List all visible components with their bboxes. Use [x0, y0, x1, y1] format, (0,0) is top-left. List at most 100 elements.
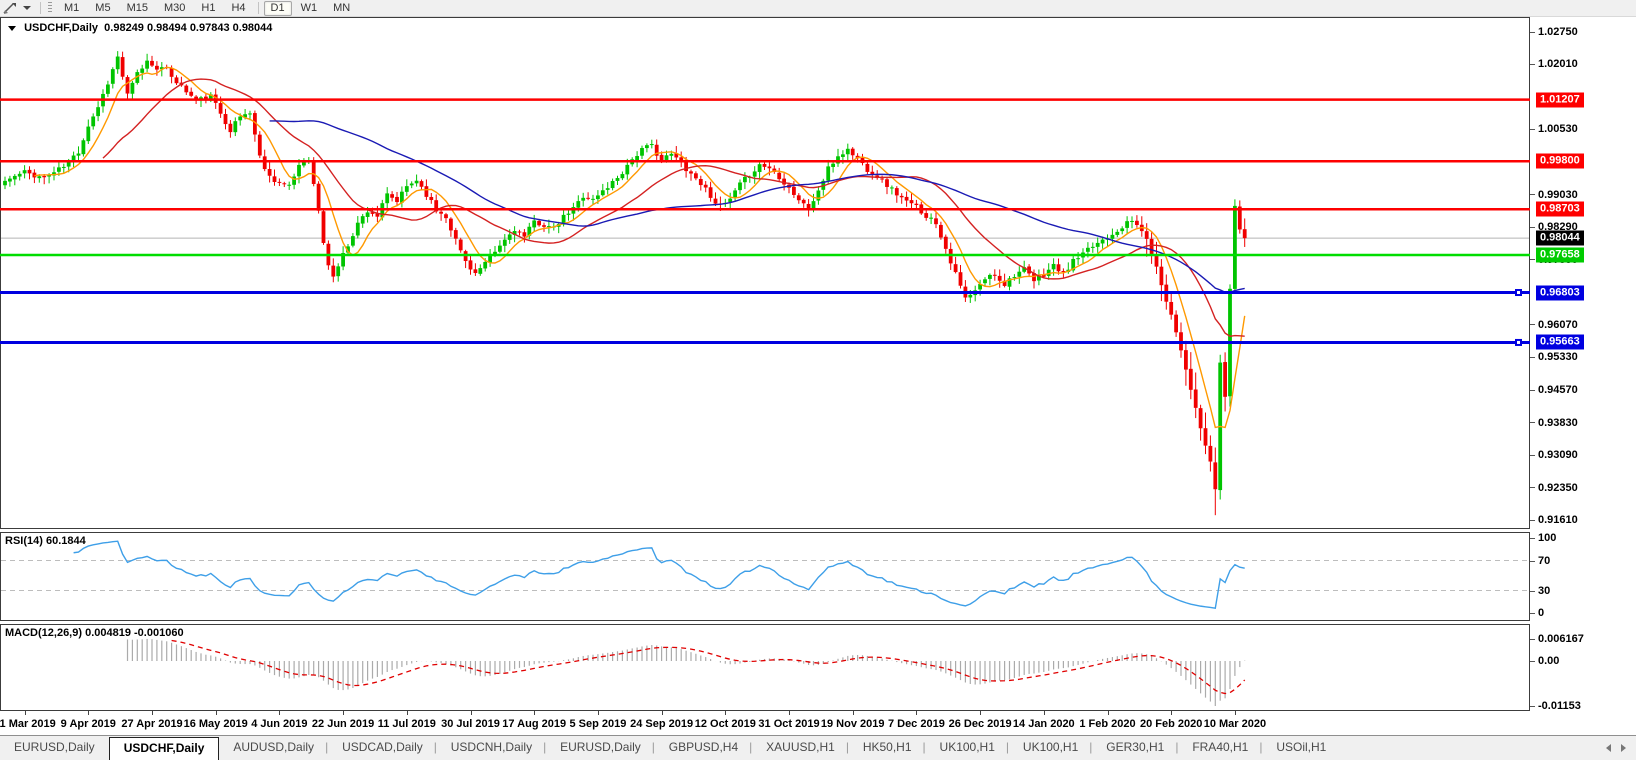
price-tick-mark [1530, 422, 1535, 424]
price-tick-mark [1530, 324, 1535, 326]
date-tick-mark [88, 711, 90, 715]
candlestick-chart-canvas[interactable] [0, 17, 1530, 529]
date-tick-mark [980, 711, 982, 715]
price-badge-0.99800: 0.99800 [1536, 153, 1584, 169]
price-tick-mark [1530, 454, 1535, 456]
date-label: 1 Feb 2020 [1079, 718, 1136, 730]
chart-tab-usdcnh-daily[interactable]: USDCNH,Daily [434, 736, 546, 760]
price-tick-mark [1530, 194, 1535, 196]
date-label: 27 Apr 2019 [121, 718, 183, 730]
candles-layer [3, 51, 1247, 516]
rsi-tick-mark [1530, 590, 1535, 592]
price-tick-mark [1530, 63, 1535, 65]
line-handle-dot [1517, 340, 1520, 344]
chart-tab-uk100-h1[interactable]: UK100,H1 [1006, 736, 1092, 760]
rsi-border [0, 532, 1530, 621]
tab-scroll-arrows [1606, 736, 1636, 760]
date-label: 16 May 2019 [183, 718, 248, 730]
date-label: 17 Aug 2019 [502, 718, 567, 730]
chart-tab-uk100-h1[interactable]: UK100,H1 [923, 736, 1009, 760]
price-tick-label: 1.02010 [1538, 58, 1578, 71]
date-tick-mark [215, 711, 217, 715]
date-tick-mark [789, 711, 790, 715]
date-label: 30 Jul 2019 [441, 718, 500, 730]
macd-label: MACD(12,26,9) 0.004819 -0.001060 [5, 627, 184, 639]
date-tick-mark [1171, 711, 1173, 715]
rsi-tick-mark [1530, 613, 1535, 614]
chart-title-collapse-icon[interactable] [8, 26, 16, 31]
price-badge-0.96803: 0.96803 [1536, 285, 1584, 300]
toolbar-grip-handle[interactable] [48, 2, 52, 14]
date-label: 12 Oct 2019 [694, 718, 756, 730]
price-tick-label: 0.93090 [1538, 449, 1578, 462]
chart-tab-eurusd-daily[interactable]: EURUSD,Daily [14, 740, 95, 754]
timeframe-button-mn[interactable]: MN [333, 1, 351, 14]
chart-low-value: 0.97843 [189, 22, 230, 34]
timeframe-button-m1[interactable]: M1 [64, 1, 80, 14]
chart-tab-usoil-h1[interactable]: USOil,H1 [1259, 736, 1340, 760]
date-label: 10 Mar 2020 [1203, 718, 1267, 730]
timeframe-button-m15[interactable]: M15 [126, 1, 148, 14]
date-tick-mark [1107, 711, 1109, 715]
timeframe-button-m30[interactable]: M30 [163, 1, 186, 14]
chart-close-value: 0.98044 [232, 22, 273, 34]
date-tick-mark [725, 711, 727, 715]
price-tick-label: 0.93830 [1538, 416, 1578, 429]
timeframe-button-m5[interactable]: M5 [95, 1, 111, 14]
price-tick-label: 0.95330 [1538, 351, 1578, 364]
price-badge-0.98044: 0.98044 [1536, 230, 1584, 246]
rsi-tick-mark [1530, 560, 1535, 562]
tab-scroll-right-icon[interactable] [1621, 744, 1626, 752]
timeframe-toolbar: M1 M5 M15 M30 H1 H4 D1 W1 MN [0, 0, 1636, 17]
rsi-tick-label: 0 [1538, 607, 1545, 619]
chart-tab-fra40-h1[interactable]: FRA40,H1 [1175, 736, 1262, 760]
chart-tab-eurusd-daily[interactable]: EURUSD,Daily [543, 736, 655, 760]
timeframe-button-h4[interactable]: H4 [231, 1, 246, 14]
rsi-chart-canvas[interactable] [0, 532, 1530, 621]
chart-symbol-label: USDCHF,Daily [24, 22, 99, 34]
price-badge-0.98703: 0.98703 [1536, 201, 1584, 217]
macd-tick-label: 0.00 [1538, 655, 1560, 667]
timeframe-button-h1[interactable]: H1 [201, 1, 216, 14]
rsi-tick-label: 30 [1538, 584, 1551, 597]
chart-tab-usdcad-daily[interactable]: USDCAD,Daily [325, 736, 437, 760]
date-label: 14 Jan 2020 [1012, 718, 1075, 730]
date-tick-mark [1234, 711, 1236, 715]
date-label: 22 Jun 2019 [311, 718, 375, 730]
timeframe-button-w1[interactable]: W1 [300, 1, 318, 14]
date-label: 5 Sep 2019 [569, 718, 627, 730]
price-tick-mark [1530, 31, 1535, 33]
price-badge-1.01207: 1.01207 [1536, 92, 1584, 108]
draw-tool-icon[interactable] [3, 2, 17, 14]
price-axis: 1.027501.020101.005300.990300.982900.975… [1530, 17, 1636, 735]
macd-chart-canvas[interactable] [0, 624, 1530, 711]
price-tick-label: 1.00530 [1538, 123, 1578, 136]
price-tick-label: 0.92350 [1538, 481, 1578, 494]
macd-panel: MACD(12,26,9) 0.004819 -0.001060 [0, 624, 1530, 711]
price-tick-mark [1530, 128, 1535, 130]
timeframe-button-d1[interactable]: D1 [263, 0, 292, 16]
line-handle-dot [1517, 291, 1520, 295]
chart-tab-usdchf-daily[interactable]: USDCHF,Daily [108, 737, 220, 760]
date-tick-mark [24, 711, 26, 715]
chart-tab-audusd-daily[interactable]: AUDUSD,Daily [216, 736, 328, 760]
chart-tab-hk50-h1[interactable]: HK50,H1 [846, 736, 926, 760]
date-label: 24 Sep 2019 [630, 718, 694, 730]
rsi-tick-mark [1530, 538, 1535, 539]
date-tick-mark [152, 711, 153, 715]
draw-tool-dropdown-icon[interactable] [23, 6, 31, 10]
price-tick-mark [1530, 389, 1535, 391]
rsi-panel: RSI(14) 60.1844 [0, 532, 1530, 621]
price-badge-0.95663: 0.95663 [1536, 334, 1584, 350]
tab-scroll-left-icon[interactable] [1606, 744, 1611, 752]
date-tick-mark [534, 711, 536, 715]
date-tick-mark [597, 711, 599, 715]
date-tick-mark [852, 711, 854, 715]
toolbar-separator [40, 2, 41, 14]
chart-tab-xauusd-h1[interactable]: XAUUSD,H1 [749, 736, 849, 760]
chart-tab-ger30-h1[interactable]: GER30,H1 [1089, 736, 1178, 760]
main-chart-panel: USDCHF,Daily 0.98249 0.98494 0.97843 0.9… [0, 17, 1530, 529]
chart-tab-gbpusd-h4[interactable]: GBPUSD,H4 [652, 736, 752, 760]
